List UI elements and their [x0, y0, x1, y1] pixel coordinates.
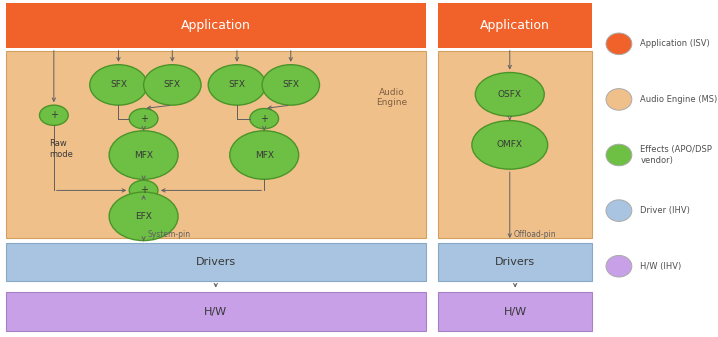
Text: Drivers: Drivers	[495, 257, 535, 267]
Text: Raw
mode: Raw mode	[49, 139, 73, 159]
Text: System-pin: System-pin	[147, 229, 190, 239]
Ellipse shape	[208, 65, 266, 105]
Ellipse shape	[90, 65, 147, 105]
Ellipse shape	[262, 65, 320, 105]
Text: OMFX: OMFX	[497, 141, 523, 149]
Text: +: +	[139, 114, 148, 124]
Text: SFX: SFX	[164, 81, 181, 89]
Ellipse shape	[606, 255, 632, 277]
Ellipse shape	[230, 131, 299, 179]
Text: +: +	[260, 114, 269, 124]
Ellipse shape	[606, 200, 632, 221]
Text: +: +	[50, 110, 58, 120]
Text: OSFX: OSFX	[498, 90, 522, 99]
Ellipse shape	[606, 33, 632, 55]
Text: Application: Application	[480, 19, 550, 32]
Bar	[6, 292, 426, 331]
Text: +: +	[139, 185, 148, 195]
Text: Offload-pin: Offload-pin	[513, 229, 556, 239]
Text: MFX: MFX	[255, 151, 274, 159]
Text: SFX: SFX	[110, 81, 127, 89]
Bar	[6, 3, 426, 48]
Text: Effects (APO/DSP
vendor): Effects (APO/DSP vendor)	[640, 145, 712, 165]
Ellipse shape	[39, 105, 68, 125]
Ellipse shape	[606, 144, 632, 166]
Ellipse shape	[606, 89, 632, 110]
Ellipse shape	[109, 131, 178, 179]
Ellipse shape	[109, 192, 178, 241]
Ellipse shape	[475, 72, 544, 116]
Ellipse shape	[250, 109, 279, 129]
Bar	[438, 292, 592, 331]
Ellipse shape	[472, 121, 548, 169]
Text: Audio Engine (MS): Audio Engine (MS)	[640, 95, 718, 104]
Text: MFX: MFX	[134, 151, 153, 159]
Bar	[6, 51, 426, 238]
Text: Application: Application	[181, 19, 251, 32]
Ellipse shape	[129, 180, 158, 201]
Text: Application (ISV): Application (ISV)	[640, 39, 710, 48]
Text: Drivers: Drivers	[196, 257, 236, 267]
Bar	[438, 51, 592, 238]
Text: H/W: H/W	[204, 307, 228, 316]
Text: H/W (IHV): H/W (IHV)	[640, 262, 681, 271]
Text: EFX: EFX	[135, 212, 152, 221]
Text: Driver (IHV): Driver (IHV)	[640, 206, 690, 215]
Bar	[6, 243, 426, 281]
Bar	[438, 243, 592, 281]
Ellipse shape	[129, 109, 158, 129]
Text: SFX: SFX	[282, 81, 299, 89]
Text: SFX: SFX	[228, 81, 246, 89]
Text: H/W: H/W	[503, 307, 527, 316]
Ellipse shape	[144, 65, 201, 105]
Bar	[438, 3, 592, 48]
Text: Audio
Engine: Audio Engine	[376, 88, 407, 108]
